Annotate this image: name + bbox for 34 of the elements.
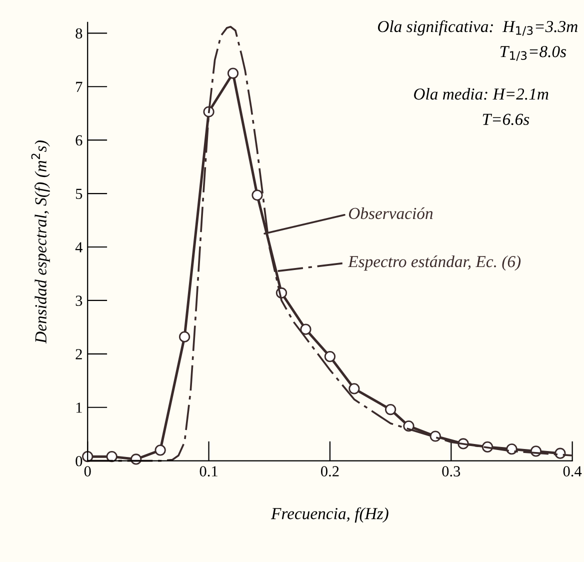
y-tick-label: 7 — [76, 82, 82, 92]
legend-label: Espectro estándar, Ec. (6) — [348, 255, 521, 271]
y-tick-label: 1 — [76, 402, 82, 413]
x-tick-label: 0.1 — [200, 466, 218, 477]
point — [106, 451, 118, 462]
x-tick-label: 0.4 — [563, 466, 582, 477]
annotation: T=6.6s — [482, 114, 530, 126]
x-tick-label: 0.2 — [320, 466, 339, 477]
y-tick-label: 4 — [75, 242, 82, 252]
y-tick-label: 6 — [76, 135, 82, 146]
y-tick-label: 2 — [76, 349, 82, 360]
annotation: T$_{1/3}$=8.0s — [500, 46, 566, 61]
x-tick-label: 0 — [84, 466, 91, 476]
legend-label: Observación — [348, 207, 433, 220]
annotation: Ola media: H=2.1m — [414, 88, 548, 100]
point — [506, 444, 518, 455]
point — [348, 383, 360, 394]
point — [178, 331, 190, 342]
y-axis-title: Densidad espectral, S(f) (m$^{2}$s) — [31, 140, 50, 344]
y-tick-label: 5 — [76, 188, 82, 199]
point — [324, 351, 336, 362]
annotation: Ola significativa: H$_{1/3}$=3.3m — [378, 20, 578, 36]
point — [430, 430, 441, 442]
y-tick-label: 8 — [76, 28, 82, 39]
x-axis-title: Frecuencia, f(Hz) — [270, 507, 388, 523]
y-tick-label: 3 — [76, 296, 82, 306]
x-tick-label: 0.3 — [442, 466, 460, 477]
point — [252, 190, 263, 201]
point — [227, 68, 239, 79]
point — [384, 404, 396, 416]
y-tick-label: 0 — [76, 456, 82, 466]
point — [554, 448, 566, 459]
point — [300, 324, 312, 335]
point — [154, 444, 166, 456]
